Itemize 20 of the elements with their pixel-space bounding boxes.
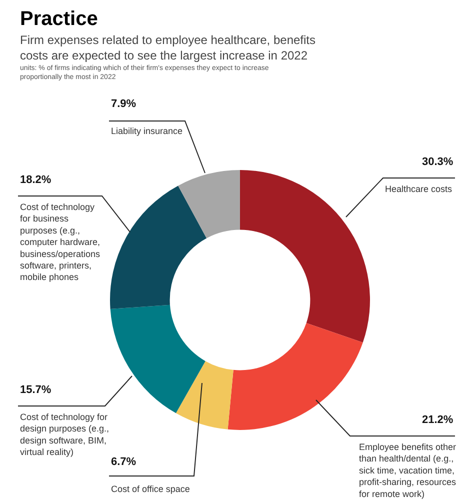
- data-label: 18.2%: [20, 174, 52, 186]
- data-label: 21.2%: [422, 414, 454, 426]
- data-label: 7.9%: [111, 98, 136, 110]
- slice-label: Cost of technology for business purposes (e.g., computer hardware, business/operations software, printers, mobile phones: [20, 202, 101, 282]
- slice-label: Cost of technology for design purposes (e.g., design software, BIM, virtual reality): [20, 412, 110, 458]
- donut-slice: [228, 322, 363, 430]
- slice-label: Liability insurance: [111, 126, 183, 136]
- donut-slice: [178, 170, 240, 238]
- donut-slice: [110, 304, 206, 414]
- slice-label: Employee benefits other than health/dental (e.g., sick time, vacation time, profit-sharing, resources for remote work): [359, 442, 457, 499]
- slice-label: Healthcare costs: [385, 184, 453, 194]
- chart-title: Practice: [20, 8, 98, 30]
- donut-slice: [176, 361, 234, 430]
- data-label: 30.3%: [422, 156, 454, 168]
- donut-slice: [240, 170, 370, 342]
- data-label: 6.7%: [111, 456, 136, 468]
- chart-subtitle: Firm expenses related to employee healthcare, benefits costs are expected to see the largest increase in 2022: [20, 33, 316, 63]
- slice-label: Cost of office space: [111, 484, 190, 494]
- donut-slice: [110, 186, 207, 309]
- data-label: 15.7%: [20, 384, 52, 396]
